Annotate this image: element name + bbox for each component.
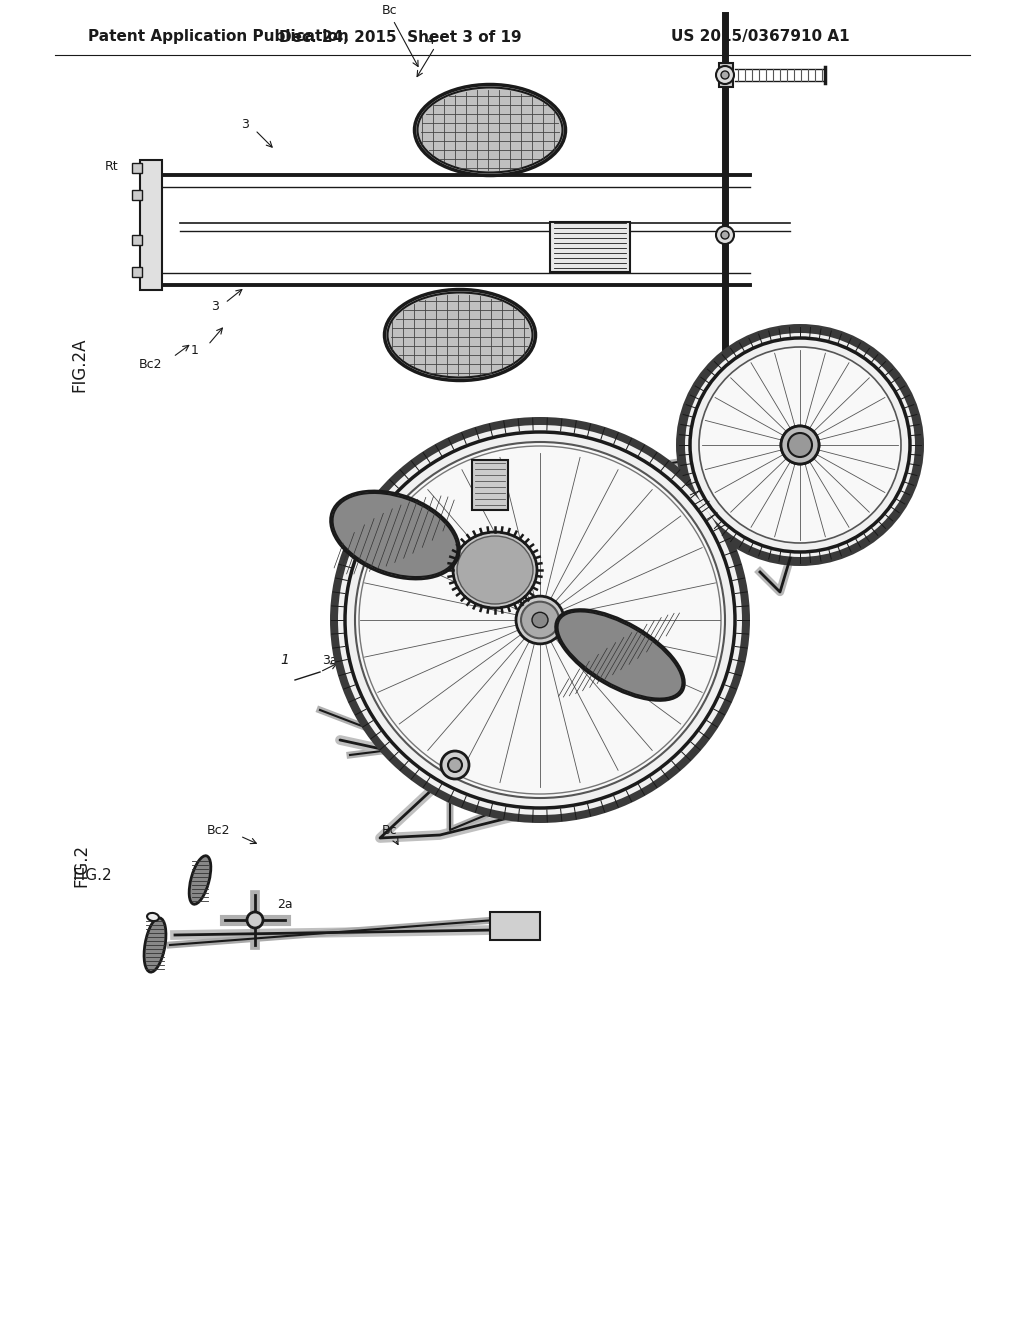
Text: FIG.2: FIG.2 xyxy=(72,867,112,883)
Ellipse shape xyxy=(147,913,159,921)
Ellipse shape xyxy=(788,433,812,457)
Text: Rt: Rt xyxy=(633,684,647,697)
Bar xyxy=(550,222,630,272)
Text: 4: 4 xyxy=(636,594,644,606)
Text: Cc: Cc xyxy=(722,594,738,606)
Text: Pd: Pd xyxy=(628,524,643,536)
Bar xyxy=(719,368,733,392)
Text: 2: 2 xyxy=(446,454,454,466)
Ellipse shape xyxy=(521,602,559,639)
Circle shape xyxy=(721,376,729,384)
Bar xyxy=(132,190,142,201)
Bar xyxy=(490,912,540,940)
Circle shape xyxy=(449,758,462,772)
Circle shape xyxy=(716,226,734,244)
Ellipse shape xyxy=(333,492,458,577)
Bar xyxy=(132,267,142,277)
Ellipse shape xyxy=(189,855,211,904)
Ellipse shape xyxy=(532,612,548,628)
Text: Bc: Bc xyxy=(382,824,397,837)
Text: 3: 3 xyxy=(241,119,249,132)
Text: 3a: 3a xyxy=(360,689,376,701)
Text: Rd: Rd xyxy=(776,393,794,407)
Text: 2: 2 xyxy=(496,314,504,326)
Ellipse shape xyxy=(557,611,682,698)
Ellipse shape xyxy=(144,917,166,972)
Circle shape xyxy=(721,231,729,239)
Ellipse shape xyxy=(415,84,565,176)
Ellipse shape xyxy=(384,289,536,380)
Ellipse shape xyxy=(457,536,534,605)
Text: FIG.2: FIG.2 xyxy=(72,843,90,887)
Text: Patent Application Publication: Patent Application Publication xyxy=(88,29,349,45)
Circle shape xyxy=(247,912,263,928)
Text: 3: 3 xyxy=(676,653,684,667)
Bar xyxy=(132,162,142,173)
Ellipse shape xyxy=(781,426,819,465)
Text: US 2015/0367910 A1: US 2015/0367910 A1 xyxy=(671,29,849,45)
Circle shape xyxy=(721,71,729,79)
Ellipse shape xyxy=(418,87,562,173)
Text: Bc2: Bc2 xyxy=(138,359,162,371)
Ellipse shape xyxy=(330,417,750,822)
Ellipse shape xyxy=(355,442,725,799)
Ellipse shape xyxy=(516,597,564,644)
Ellipse shape xyxy=(699,347,901,543)
Ellipse shape xyxy=(676,323,924,566)
Ellipse shape xyxy=(387,293,532,378)
Ellipse shape xyxy=(338,425,742,814)
Ellipse shape xyxy=(781,426,819,465)
Text: ET: ET xyxy=(422,768,438,781)
Circle shape xyxy=(441,751,469,779)
Ellipse shape xyxy=(786,432,814,459)
Text: 4: 4 xyxy=(426,33,434,46)
Bar xyxy=(140,160,162,290)
Text: 1: 1 xyxy=(281,653,290,667)
Text: Rd: Rd xyxy=(882,494,898,507)
Text: Bc2: Bc2 xyxy=(206,824,229,837)
Text: 2b: 2b xyxy=(538,433,553,446)
Bar xyxy=(132,235,142,246)
Text: Cc: Cc xyxy=(522,133,538,147)
Ellipse shape xyxy=(453,532,537,609)
Circle shape xyxy=(716,371,734,389)
Text: 3: 3 xyxy=(211,301,219,314)
Text: FIG.2A: FIG.2A xyxy=(70,338,88,392)
Text: 4: 4 xyxy=(416,298,424,312)
Bar xyxy=(472,459,508,510)
Text: 3a: 3a xyxy=(323,653,338,667)
Text: Rt: Rt xyxy=(105,161,119,173)
Text: Bc: Bc xyxy=(382,4,397,16)
Text: 1: 1 xyxy=(191,343,199,356)
Text: 2A: 2A xyxy=(437,494,454,507)
Circle shape xyxy=(716,66,734,84)
Text: 2a: 2a xyxy=(278,899,293,912)
Text: 4: 4 xyxy=(341,533,349,546)
Ellipse shape xyxy=(685,333,915,557)
Text: Dec. 24, 2015  Sheet 3 of 19: Dec. 24, 2015 Sheet 3 of 19 xyxy=(279,29,521,45)
Bar xyxy=(719,63,733,87)
